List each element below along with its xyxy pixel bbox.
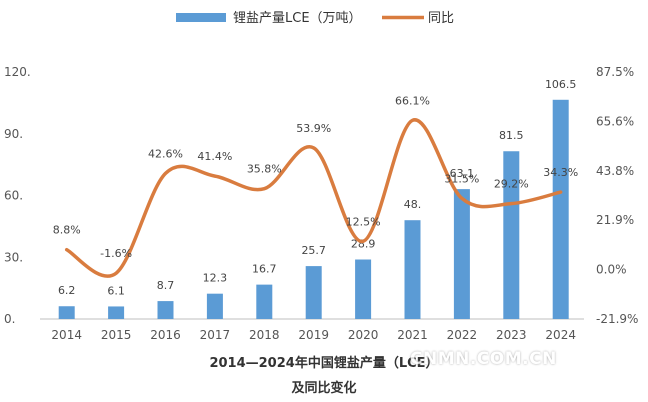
- bar: [58, 306, 75, 319]
- growth-value-label: 12.5%: [346, 215, 381, 228]
- x-tick-label: 2018: [249, 328, 280, 342]
- bar: [453, 189, 470, 319]
- bar-series: [58, 99, 569, 319]
- bar-value-label: 63.1: [450, 167, 475, 180]
- growth-value-label: 53.9%: [296, 122, 331, 135]
- chart-legend: 锂盐产量LCE（万吨） 同比: [176, 11, 454, 26]
- growth-value-label: 66.1%: [395, 94, 430, 107]
- bar: [157, 301, 174, 319]
- bar: [503, 151, 520, 319]
- bar-value-label: 12.3: [203, 272, 228, 285]
- chart-title-line1: 2014—2024年中国锂盐产量（LCE）: [209, 356, 439, 371]
- growth-value-label: 42.6%: [148, 147, 183, 160]
- bar: [305, 266, 322, 319]
- x-axis-ticks: 2014 2015 2016 2017 2018 2019 2020 2021 2022 2023…: [51, 328, 576, 342]
- growth-value-label: 29.2%: [494, 178, 529, 191]
- bar-value-label: 81.5: [499, 129, 524, 142]
- left-tick-label: 60.: [4, 189, 23, 203]
- left-tick-label: 30.: [4, 250, 23, 264]
- bar-value-label: 6.1: [107, 284, 125, 297]
- x-tick-label: 2024: [545, 328, 576, 342]
- bar-value-label: 6.2: [58, 284, 76, 297]
- right-axis-ticks: -21.9% 0.0% 21.9% 43.8% 65.6% 87.5%: [596, 65, 638, 326]
- chart-title-line2: 及同比变化: [291, 381, 357, 396]
- bar: [552, 99, 569, 319]
- bar: [355, 259, 372, 319]
- x-tick-label: 2022: [447, 328, 478, 342]
- growth-value-label: 8.8%: [53, 224, 81, 237]
- legend-line-label: 同比: [428, 11, 454, 26]
- bar-value-label: 8.7: [157, 279, 175, 292]
- x-tick-label: 2015: [101, 328, 132, 342]
- x-tick-label: 2019: [298, 328, 329, 342]
- legend-bar-swatch: [176, 13, 226, 22]
- right-tick-label: -21.9%: [596, 312, 638, 326]
- watermark: CNMN.COM.CN: [410, 349, 557, 369]
- bar-value-labels: 6.2 6.1 8.712.316.725.728.948.63.181.5106.…: [58, 78, 577, 298]
- x-tick-label: 2014: [51, 328, 82, 342]
- bar-value-label: 25.7: [301, 244, 326, 257]
- bar-value-label: 106.5: [545, 78, 577, 91]
- right-tick-label: 21.9%: [596, 213, 634, 227]
- growth-value-labels: 8.8% -1.6% 42.6% 41.4% 35.8% 53.9% 12.5% 66.1% 3…: [53, 94, 578, 260]
- bar: [404, 220, 421, 319]
- right-tick-label: 87.5%: [596, 65, 634, 79]
- x-tick-label: 2020: [348, 328, 379, 342]
- bar: [206, 293, 223, 319]
- growth-value-label: 34.3%: [543, 166, 578, 179]
- growth-line: [64, 118, 563, 278]
- growth-value-label: 31.5%: [444, 172, 479, 185]
- bar-value-label: 48.: [404, 198, 422, 211]
- bar-value-label: 16.7: [252, 263, 277, 276]
- bar: [108, 306, 125, 319]
- legend-bar-label: 锂盐产量LCE（万吨）: [233, 11, 362, 26]
- growth-value-label: 35.8%: [247, 163, 282, 176]
- left-tick-label: 90.: [4, 127, 23, 141]
- growth-value-label: 41.4%: [197, 150, 232, 163]
- growth-value-label: -1.6%: [100, 247, 132, 260]
- right-tick-label: 0.0%: [596, 263, 627, 277]
- right-tick-label: 43.8%: [596, 164, 634, 178]
- x-tick-label: 2021: [397, 328, 428, 342]
- bar: [256, 284, 273, 319]
- left-tick-label: 0.: [4, 312, 15, 326]
- left-tick-label: 120.: [4, 65, 31, 79]
- right-tick-label: 65.6%: [596, 114, 634, 128]
- x-tick-label: 2017: [200, 328, 231, 342]
- x-tick-label: 2023: [496, 328, 527, 342]
- left-axis-ticks: 0. 30. 60. 90. 120.: [4, 65, 31, 326]
- x-tick-label: 2016: [150, 328, 181, 342]
